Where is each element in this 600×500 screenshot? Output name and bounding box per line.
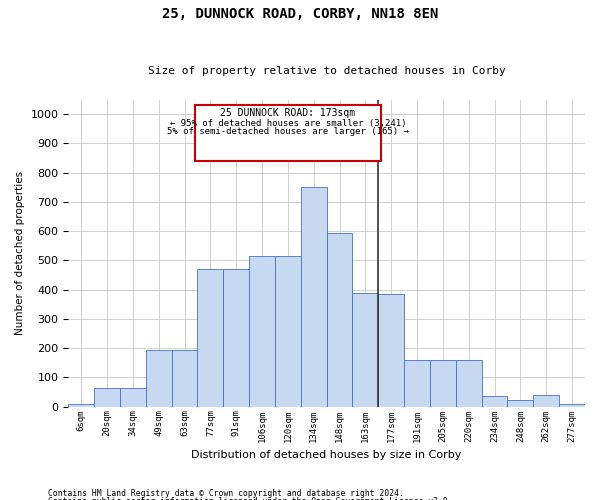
Bar xyxy=(404,360,430,406)
Bar xyxy=(94,388,120,406)
Bar xyxy=(559,404,585,406)
Bar xyxy=(456,360,482,406)
Bar xyxy=(379,294,404,406)
Bar xyxy=(508,400,533,406)
Bar xyxy=(223,269,249,406)
Text: ← 95% of detached houses are smaller (3,241): ← 95% of detached houses are smaller (3,… xyxy=(170,118,406,128)
Bar xyxy=(68,404,94,406)
Bar xyxy=(301,188,326,406)
Text: Contains HM Land Registry data © Crown copyright and database right 2024.: Contains HM Land Registry data © Crown c… xyxy=(48,488,404,498)
Bar xyxy=(352,292,379,406)
X-axis label: Distribution of detached houses by size in Corby: Distribution of detached houses by size … xyxy=(191,450,462,460)
Text: 25 DUNNOCK ROAD: 173sqm: 25 DUNNOCK ROAD: 173sqm xyxy=(220,108,355,118)
Bar xyxy=(275,256,301,406)
Title: Size of property relative to detached houses in Corby: Size of property relative to detached ho… xyxy=(148,66,506,76)
Bar xyxy=(120,388,146,406)
Bar xyxy=(146,350,172,406)
Bar xyxy=(482,396,508,406)
Text: 25, DUNNOCK ROAD, CORBY, NN18 8EN: 25, DUNNOCK ROAD, CORBY, NN18 8EN xyxy=(162,8,438,22)
Bar xyxy=(249,256,275,406)
Bar xyxy=(197,269,223,406)
Bar xyxy=(533,395,559,406)
FancyBboxPatch shape xyxy=(195,106,381,161)
Text: Contains public sector information licensed under the Open Government Licence v3: Contains public sector information licen… xyxy=(48,497,452,500)
Bar xyxy=(172,350,197,406)
Bar xyxy=(326,232,352,406)
Text: 5% of semi-detached houses are larger (165) →: 5% of semi-detached houses are larger (1… xyxy=(167,128,409,136)
Bar xyxy=(430,360,456,406)
Y-axis label: Number of detached properties: Number of detached properties xyxy=(15,171,25,335)
